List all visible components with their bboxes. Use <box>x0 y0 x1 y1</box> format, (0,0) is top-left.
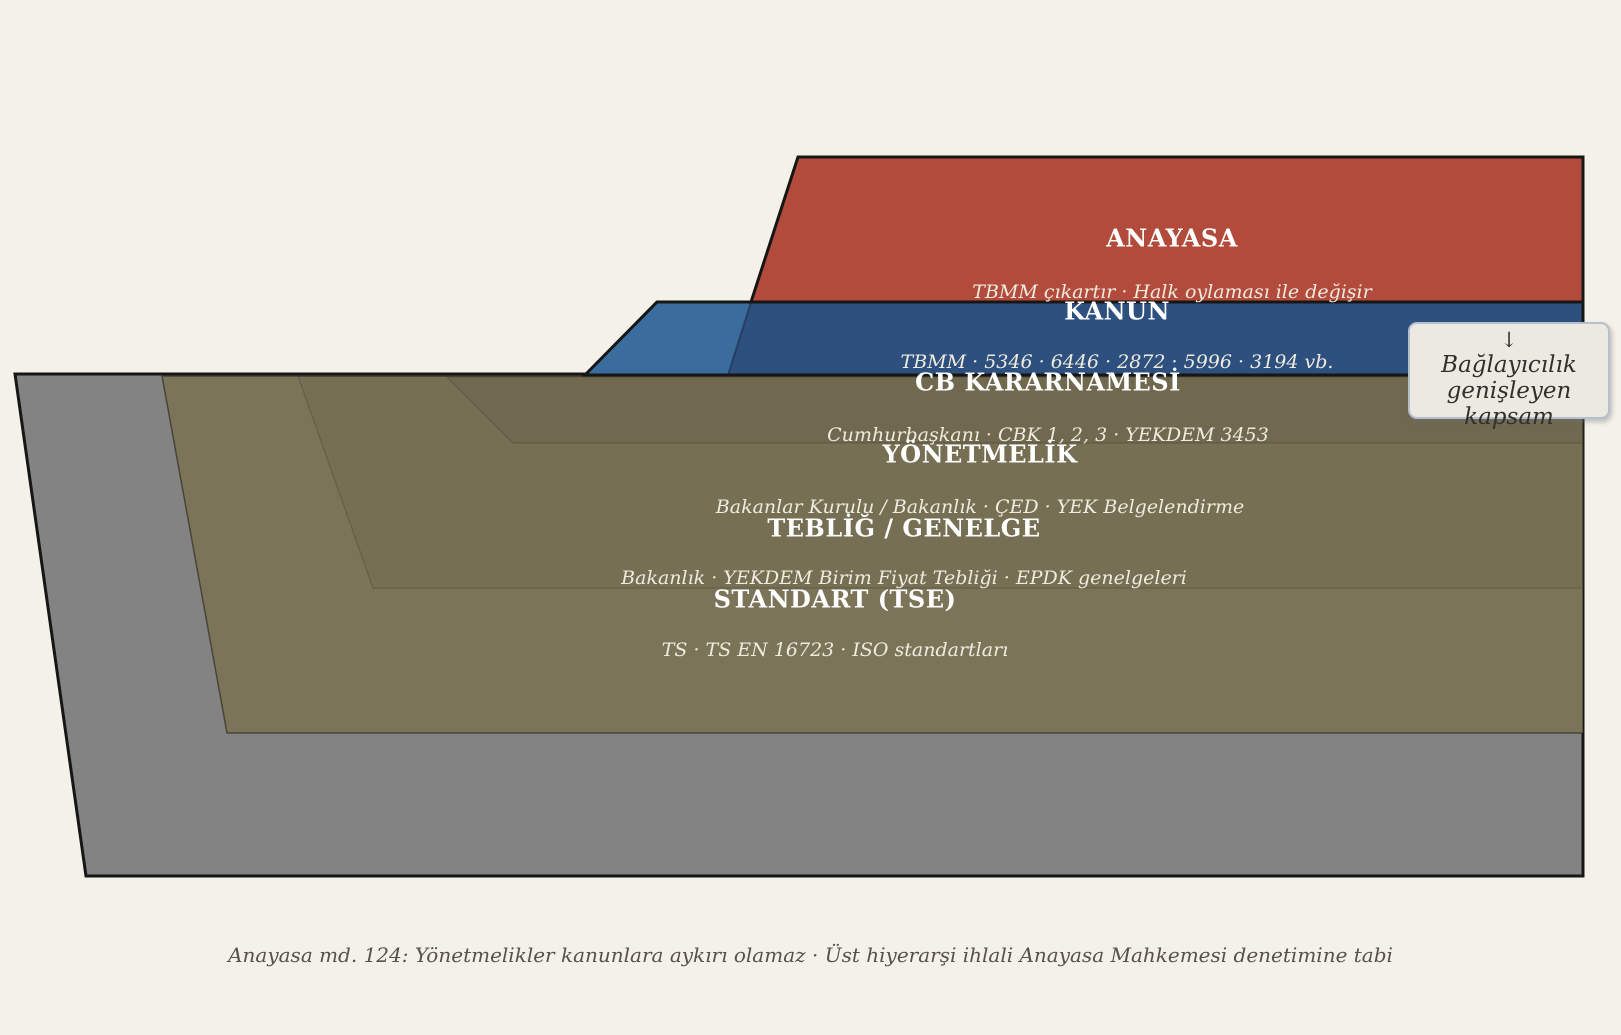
footnote-caption: Anayasa md. 124: Yönetmelikler kanunlara… <box>228 943 1393 967</box>
kanun-layer-light-shape <box>585 302 751 375</box>
level-title-anayasa: ANAYASA <box>1106 223 1238 253</box>
level-subtitle-kanun: TBMM · 5346 · 6446 · 2872 · 5996 · 3194 … <box>900 351 1334 373</box>
cb-kararnamesi-layer-shape <box>445 376 1584 444</box>
level-subtitle-cb-kararnamesi: Cumhurbaşkanı · CBK 1, 2, 3 · YEKDEM 345… <box>827 424 1269 446</box>
anayasa-edge-extension <box>727 301 752 376</box>
level-subtitle-yonetmelik: Bakanlar Kurulu / Bakanlık · ÇED · YEK B… <box>715 496 1245 518</box>
level-subtitle-teblig-genelge: Bakanlık · YEKDEM Birim Fiyat Tebliği · … <box>621 567 1187 589</box>
level-title-cb-kararnamesi: CB KARARNAMESİ <box>915 367 1181 397</box>
note-text: Bağlayıcılık genişleyen kapsam <box>1412 352 1606 430</box>
down-arrow-icon: ↓ <box>1500 328 1518 352</box>
level-title-kanun: KANUN <box>1064 296 1170 326</box>
note-text-line1: Bağlayıcılık <box>1441 352 1577 378</box>
level-subtitle-standart: TS · TS EN 16723 · ISO standartları <box>661 639 1009 661</box>
level-subtitle-anayasa: TBMM çıkartır · Halk oylaması ile değişi… <box>972 281 1372 303</box>
level-title-teblig-genelge: TEBLİĞ / GENELGE <box>767 513 1041 543</box>
level-title-standart: STANDART (TSE) <box>713 584 957 614</box>
kanun-layer-shape <box>728 302 1583 375</box>
note-box: ↓ Bağlayıcılık genişleyen kapsam <box>1408 322 1610 430</box>
anayasa-layer-shape <box>748 155 1585 304</box>
note-text-line2: genişleyen kapsam <box>1446 378 1572 430</box>
level-title-yonetmelik: YÖNETMELİK <box>882 439 1078 469</box>
